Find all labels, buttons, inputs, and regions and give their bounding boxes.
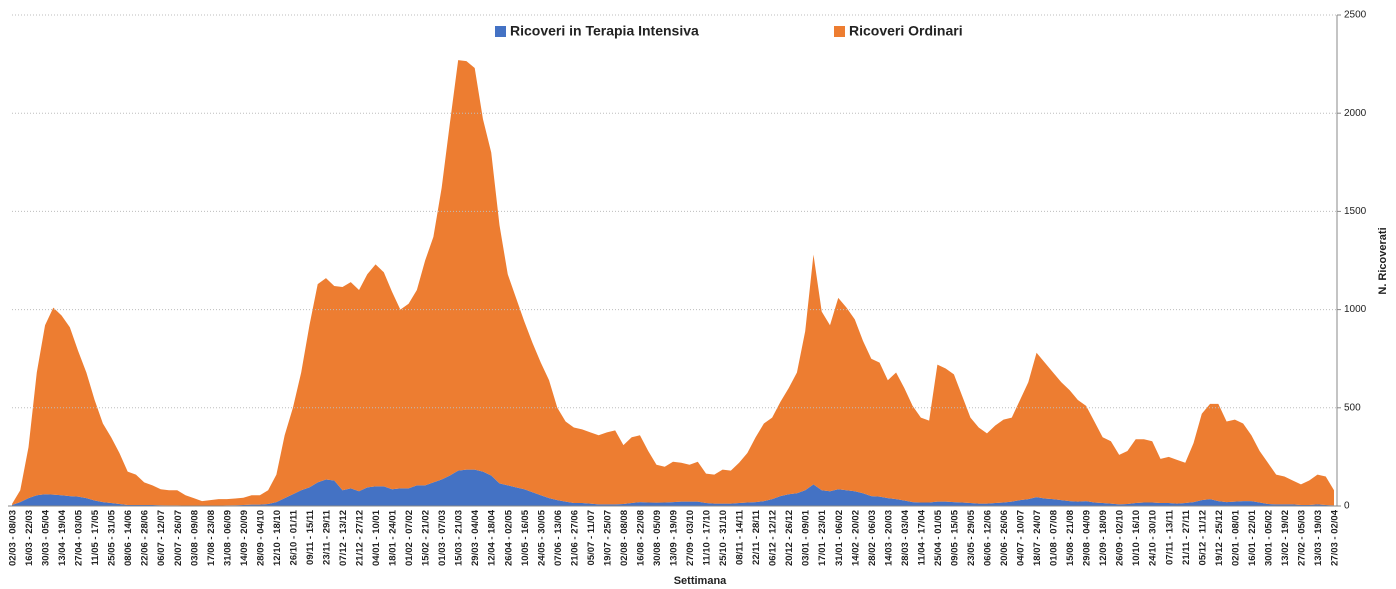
x-tick-label: 01/03 - 07/03 xyxy=(437,510,448,566)
x-tick-label: 28/09 - 04/10 xyxy=(255,510,266,566)
x-tick-label: 21/12 - 27/12 xyxy=(355,510,366,566)
x-tick-label: 14/02 - 20/02 xyxy=(850,510,861,566)
x-tick-label: 16/08 - 22/08 xyxy=(635,510,646,566)
x-tick-label: 30/08 - 05/09 xyxy=(652,510,663,566)
x-tick-label: 27/03 - 02/04 xyxy=(1330,509,1341,566)
x-tick-label: 14/09 - 20/09 xyxy=(239,510,250,566)
x-tick-label: 13/04 - 19/04 xyxy=(57,509,68,566)
x-tick-label: 22/11 - 28/11 xyxy=(751,509,762,565)
x-tick-label: 25/05 - 31/05 xyxy=(107,509,118,566)
area xyxy=(12,469,1334,506)
x-tick-label: 20/07 - 26/07 xyxy=(173,510,184,566)
x-tick-label: 13/02 - 19/02 xyxy=(1280,510,1291,566)
x-tick-label: 26/04 - 02/05 xyxy=(503,509,514,566)
x-tick-label: 06/06 - 12/06 xyxy=(982,510,993,566)
x-tick-label: 09/05 - 15/05 xyxy=(949,509,960,566)
x-tick-label: 30/03 - 05/04 xyxy=(41,509,52,566)
x-tick-label: 05/07 - 11/07 xyxy=(586,510,597,565)
x-tick-label: 16/01 - 22/01 xyxy=(1247,509,1258,566)
x-tick-label: 01/08 - 07/08 xyxy=(1049,510,1060,566)
x-tick-label: 25/10 - 31/10 xyxy=(718,510,729,566)
x-tick-label: 04/07 - 10/07 xyxy=(1016,510,1027,566)
x-tick-label: 15/08 - 21/08 xyxy=(1065,510,1076,566)
x-tick-label: 02/08 - 08/08 xyxy=(619,510,630,566)
x-tick-label: 31/08 - 06/09 xyxy=(222,510,233,566)
x-tick-label: 02/03 - 08/03 xyxy=(8,510,19,566)
x-tick-label: 17/08 - 23/08 xyxy=(206,510,217,566)
x-tick-label: 25/04 - 01/05 xyxy=(933,509,944,566)
x-tick-label: 20/06 - 26/06 xyxy=(999,510,1010,566)
x-tick-label: 11/10 - 17/10 xyxy=(702,510,713,565)
x-tick-label: 27/04 - 03/05 xyxy=(74,509,85,566)
x-tick-label: 31/01 - 06/02 xyxy=(834,510,845,566)
x-tick-label: 19/07 - 25/07 xyxy=(602,510,613,566)
x-tick-label: 08/06 - 14/06 xyxy=(123,510,134,566)
x-tick-label: 06/12 - 12/12 xyxy=(768,510,779,566)
x-axis-title: Settimana xyxy=(674,575,727,587)
x-tick-label: 05/12 - 11/12 xyxy=(1197,510,1208,565)
x-tick-label: 29/08 - 04/09 xyxy=(1082,510,1093,566)
x-tick-label: 15/03 - 21/03 xyxy=(454,510,465,566)
x-tick-label: 17/01 - 23/01 xyxy=(817,509,828,566)
x-tick-label: 29/03 - 04/04 xyxy=(470,509,481,566)
legend-swatch xyxy=(495,26,506,37)
x-tick-label: 12/09 - 18/09 xyxy=(1098,510,1109,566)
x-tick-label: 07/11 - 13/11 xyxy=(1164,509,1175,565)
x-tick-label: 11/04 - 17/04 xyxy=(916,509,927,565)
x-tick-label: 22/06 - 28/06 xyxy=(140,510,151,566)
x-tick-label: 21/11 - 27/11 xyxy=(1181,509,1192,565)
y-tick-label: 1000 xyxy=(1344,304,1367,315)
x-tick-label: 23/05 - 29/05 xyxy=(966,509,977,566)
x-tick-label: 03/01 - 09/01 xyxy=(801,509,812,566)
x-tick-label: 30/01 - 05/02 xyxy=(1263,510,1274,566)
x-tick-label: 23/11 - 29/11 xyxy=(321,509,332,565)
legend-label: Ricoveri in Terapia Intensiva xyxy=(510,23,699,39)
x-tick-label: 19/12 - 25/12 xyxy=(1214,510,1225,566)
x-tick-label: 04/01 - 10/01 xyxy=(371,509,382,566)
x-tick-label: 16/03 - 22/03 xyxy=(24,510,35,566)
x-tick-label: 14/03 - 20/03 xyxy=(883,510,894,566)
x-tick-label: 09/11 - 15/11 xyxy=(305,509,316,565)
x-tick-label: 27/02 - 05/03 xyxy=(1296,510,1307,566)
y-axis-title: N. Ricoverati xyxy=(1377,227,1389,294)
x-tick-label: 26/10 - 01/11 xyxy=(288,509,299,565)
y-tick-label: 2500 xyxy=(1344,10,1367,21)
x-tick-label: 07/12 - 13/12 xyxy=(338,510,349,566)
x-tick-label: 18/01 - 24/01 xyxy=(388,509,399,566)
legend-label: Ricoveri Ordinari xyxy=(849,23,963,39)
x-tick-label: 28/02 - 06/03 xyxy=(867,510,878,566)
y-tick-label: 0 xyxy=(1344,501,1350,512)
x-tick-label: 26/09 - 02/10 xyxy=(1115,510,1126,566)
x-tick-label: 11/05 - 17/05 xyxy=(90,509,101,565)
x-tick-label: 20/12 - 26/12 xyxy=(784,510,795,566)
x-tick-label: 13/03 - 19/03 xyxy=(1313,510,1324,566)
y-tick-label: 2000 xyxy=(1344,108,1367,119)
legend-swatch xyxy=(834,26,845,37)
x-tick-label: 06/07 - 12/07 xyxy=(156,510,167,566)
x-tick-label: 18/07 - 24/07 xyxy=(1032,510,1043,566)
area xyxy=(12,60,1334,506)
x-tick-label: 24/10 - 30/10 xyxy=(1148,510,1159,566)
x-tick-label: 28/03 - 03/04 xyxy=(900,509,911,566)
x-tick-label: 02/01 - 08/01 xyxy=(1230,509,1241,566)
x-tick-label: 12/04 - 18/04 xyxy=(487,509,498,566)
x-tick-label: 12/10 - 18/10 xyxy=(272,510,283,566)
x-tick-label: 01/02 - 07/02 xyxy=(404,510,415,566)
x-tick-label: 27/09 - 03/10 xyxy=(685,510,696,566)
x-tick-label: 08/11 - 14/11 xyxy=(735,509,746,565)
x-tick-label: 13/09 - 19/09 xyxy=(669,510,680,566)
y-tick-label: 500 xyxy=(1344,402,1361,413)
x-tick-label: 24/05 - 30/05 xyxy=(536,509,547,566)
x-tick-label: 07/06 - 13/06 xyxy=(553,510,564,566)
x-tick-label: 15/02 - 21/02 xyxy=(421,510,432,566)
x-tick-label: 10/05 - 16/05 xyxy=(520,509,531,566)
y-tick-label: 1500 xyxy=(1344,206,1367,217)
x-tick-label: 21/06 - 27/06 xyxy=(569,510,580,566)
x-tick-label: 10/10 - 16/10 xyxy=(1131,510,1142,566)
x-tick-label: 03/08 - 09/08 xyxy=(189,510,200,566)
